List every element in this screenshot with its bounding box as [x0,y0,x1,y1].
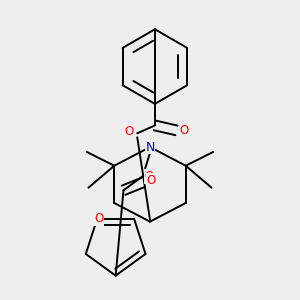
Text: O: O [180,124,189,137]
Text: O: O [146,174,156,187]
Text: O: O [144,170,154,183]
Text: N: N [145,141,155,154]
Text: O: O [94,212,104,225]
Text: O: O [125,125,134,138]
